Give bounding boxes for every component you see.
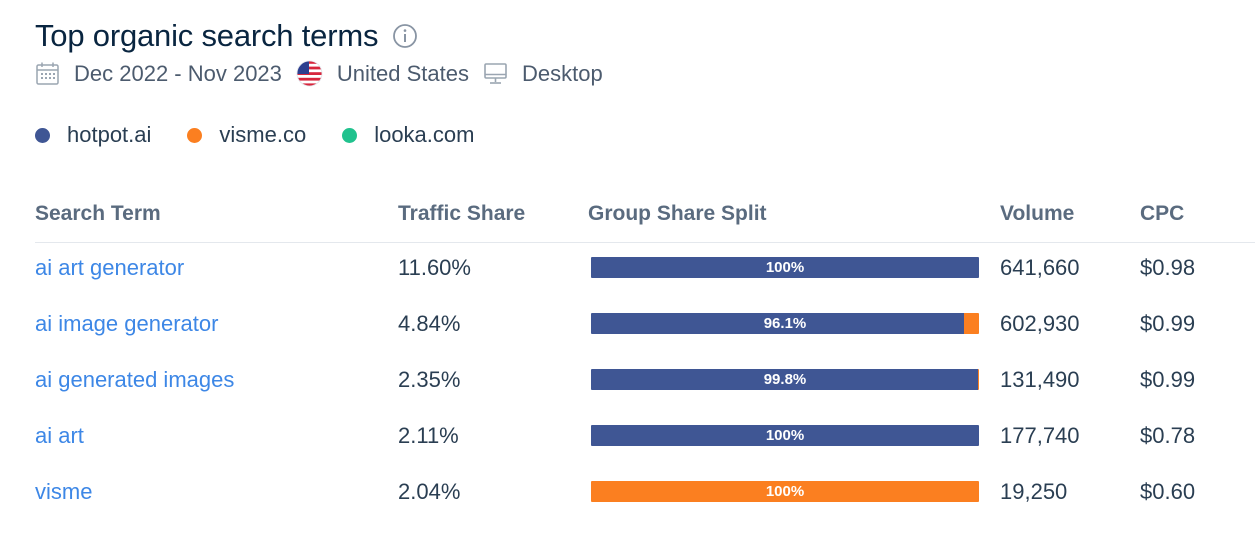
bar-percent-label: 99.8%	[763, 371, 807, 388]
group-share-bar: 96.1%	[591, 313, 979, 334]
filter-summary: Dec 2022 - Nov 2023 United States Deskto…	[35, 60, 617, 87]
search-term-link[interactable]: ai image generator	[35, 311, 219, 336]
bar-segment-visme	[591, 481, 979, 502]
widget-header: Top organic search terms	[35, 18, 418, 54]
bar-segment-hotpot	[591, 257, 979, 278]
search-term-link[interactable]: ai art generator	[35, 255, 185, 280]
calendar-icon	[36, 62, 59, 85]
bar-segment-visme	[978, 369, 979, 390]
legend-dot-icon	[35, 127, 50, 143]
column-header-volume[interactable]: Volume	[1000, 202, 1075, 225]
table-row: ai generated images 2.35% 99.8% 131,490 …	[0, 352, 1255, 408]
volume-value: 177,740	[1000, 423, 1080, 448]
volume-value: 641,660	[1000, 255, 1080, 280]
traffic-share-value: 4.84%	[398, 311, 461, 336]
cpc-value: $0.78	[1140, 423, 1196, 448]
bar-percent-label: 100%	[765, 427, 805, 444]
device-filter[interactable]: Desktop	[483, 61, 603, 87]
volume-value: 19,250	[1000, 479, 1068, 504]
bar-segment-hotpot	[591, 313, 964, 334]
legend: hotpot.ai visme.co looka.com	[35, 122, 510, 148]
table-row: visme 2.04% 100% 19,250 $0.60	[0, 464, 1255, 520]
desktop-icon	[484, 63, 507, 84]
legend-item-visme[interactable]: visme.co	[187, 122, 306, 148]
date-range-filter[interactable]: Dec 2022 - Nov 2023	[35, 61, 282, 87]
table-row: ai art 2.11% 100% 177,740 $0.78	[0, 408, 1255, 464]
volume-value: 602,930	[1000, 311, 1080, 336]
bar-segment-hotpot	[591, 425, 979, 446]
group-share-bar: 99.8%	[591, 369, 979, 390]
table-row: ai image generator 4.84% 96.1% 602,930 $…	[0, 296, 1255, 352]
group-share-bar: 100%	[591, 481, 979, 502]
info-icon[interactable]	[392, 23, 418, 49]
us-flag-icon	[296, 60, 323, 87]
table-row: ai art generator 11.60% 100% 641,660 $0.…	[0, 240, 1255, 296]
bar-segment-visme	[963, 313, 979, 334]
column-header-cpc[interactable]: CPC	[1140, 202, 1185, 225]
bar-percent-label: 100%	[765, 483, 805, 500]
column-header-traffic-share[interactable]: Traffic Share	[398, 202, 526, 225]
legend-label: looka.com	[374, 122, 475, 147]
legend-item-looka[interactable]: looka.com	[342, 122, 474, 148]
country-filter[interactable]: United States	[296, 60, 469, 87]
traffic-share-value: 11.60%	[398, 255, 471, 280]
cpc-value: $0.98	[1140, 255, 1196, 280]
date-range-text: Dec 2022 - Nov 2023	[74, 60, 282, 86]
traffic-share-value: 2.04%	[398, 479, 461, 504]
traffic-share-value: 2.35%	[398, 367, 461, 392]
legend-item-hotpot[interactable]: hotpot.ai	[35, 122, 151, 148]
volume-value: 131,490	[1000, 367, 1080, 392]
search-term-link[interactable]: ai generated images	[35, 367, 235, 392]
column-header-search-term[interactable]: Search Term	[35, 202, 161, 225]
device-text: Desktop	[521, 60, 603, 86]
group-share-bar: 100%	[591, 425, 979, 446]
legend-label: visme.co	[219, 122, 307, 147]
search-term-link[interactable]: ai art	[35, 423, 84, 448]
widget-title: Top organic search terms	[35, 18, 379, 53]
search-term-link[interactable]: visme	[35, 479, 93, 504]
bar-percent-label: 100%	[765, 259, 805, 276]
cpc-value: $0.99	[1140, 311, 1196, 336]
bar-segment-hotpot	[591, 369, 979, 390]
column-header-group-share-split[interactable]: Group Share Split	[588, 202, 767, 225]
legend-dot-icon	[187, 127, 203, 143]
cpc-value: $0.60	[1140, 479, 1196, 504]
country-text: United States	[336, 60, 469, 86]
legend-label: hotpot.ai	[67, 122, 152, 147]
table-header: Search Term Traffic Share Group Share Sp…	[35, 202, 1255, 243]
traffic-share-value: 2.11%	[398, 423, 459, 448]
group-share-bar: 100%	[591, 257, 979, 278]
cpc-value: $0.99	[1140, 367, 1196, 392]
bar-percent-label: 96.1%	[763, 315, 807, 332]
legend-dot-icon	[342, 127, 358, 143]
